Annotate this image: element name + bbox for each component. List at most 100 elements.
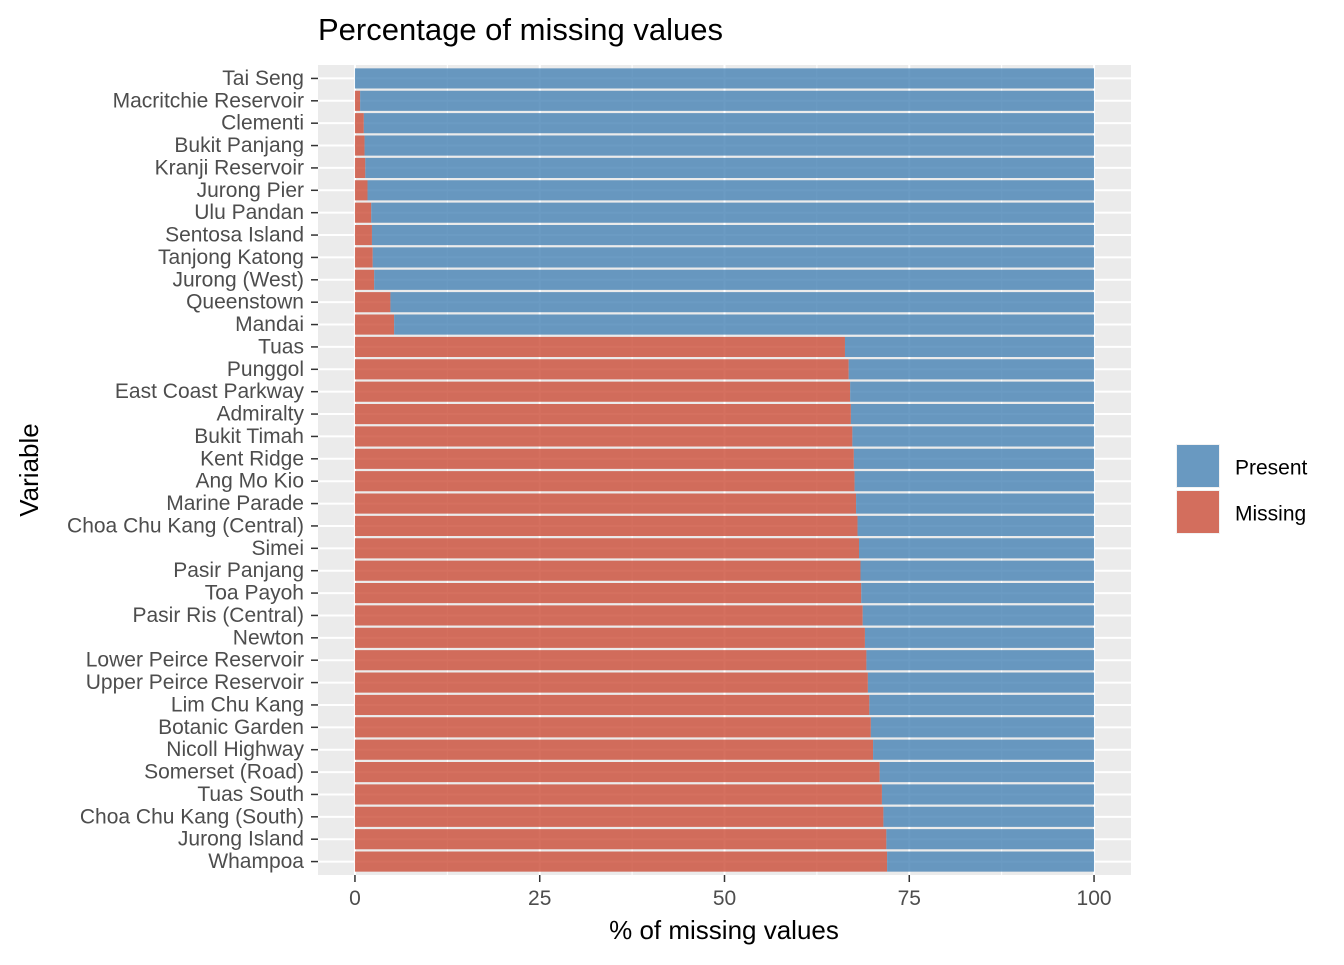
bar-present (854, 471, 1095, 492)
bar-missing (354, 180, 368, 201)
bar-present (887, 851, 1095, 872)
bar-missing (354, 403, 851, 425)
bar-missing (354, 202, 372, 223)
y-tick-label: Choa Chu Kang (South) (80, 805, 304, 828)
bar-missing (354, 493, 857, 514)
y-tick-label: Newton (233, 626, 304, 649)
bar-present (886, 829, 1095, 850)
bar-missing (354, 762, 880, 783)
bar-missing (354, 784, 882, 805)
bar-present (850, 403, 1095, 425)
y-tick-label: Tanjong Katong (158, 246, 304, 269)
bar-missing (354, 90, 361, 111)
bar-present (859, 538, 1095, 559)
bar-present (372, 247, 1095, 268)
bar-present (364, 135, 1095, 156)
bar-missing (354, 426, 853, 447)
y-tick-label: Ulu Pandan (194, 201, 304, 224)
bar-present (390, 292, 1095, 313)
bar-missing (354, 224, 372, 246)
bar-present (867, 672, 1095, 693)
bar-missing (354, 359, 849, 380)
y-tick-label: Pasir Panjang (173, 559, 304, 582)
bar-present (371, 202, 1095, 223)
x-tick-label: 75 (898, 887, 921, 910)
bar-missing (354, 292, 391, 313)
bar-present (856, 493, 1095, 514)
y-tick-label: Ang Mo Kio (195, 470, 304, 493)
bar-present (850, 381, 1095, 402)
legend-label: Present (1235, 457, 1308, 480)
bar-missing (354, 560, 861, 581)
y-tick-label: Clementi (221, 112, 304, 135)
bars (354, 68, 1095, 872)
bar-present (870, 717, 1095, 738)
bar-missing (354, 314, 395, 335)
bar-missing (354, 806, 884, 827)
bar-present (852, 426, 1095, 447)
bar-present (360, 90, 1095, 111)
legend-key-present (1177, 445, 1219, 487)
y-axis-title: Variable (14, 423, 44, 516)
bar-present (365, 157, 1095, 178)
y-tick-label: Sentosa Island (165, 224, 304, 247)
bar-present (866, 650, 1095, 671)
bar-missing (354, 650, 867, 671)
bar-present (864, 627, 1095, 648)
y-tick-label: Jurong (West) (173, 268, 305, 291)
x-tick-label: 100 (1077, 887, 1112, 910)
y-tick-label: Macritchie Reservoir (113, 89, 304, 112)
y-tick-label: Tuas South (197, 783, 304, 806)
x-axis-tick-labels: 0 25 50 75 100 (349, 875, 1112, 910)
y-tick-label: Whampoa (208, 850, 304, 873)
y-tick-label: Upper Peirce Reservoir (86, 671, 304, 694)
bar-missing (354, 582, 862, 604)
bar-missing (354, 113, 364, 134)
bar-present (879, 762, 1095, 783)
y-tick-label: Somerset (Road) (144, 761, 304, 784)
y-tick-label: Kent Ridge (200, 447, 304, 470)
bar-present (354, 68, 1095, 89)
bar-present (861, 582, 1095, 604)
y-tick-label: Choa Chu Kang (Central) (67, 514, 304, 537)
legend: Present Missing (1176, 444, 1308, 534)
y-tick-label: Kranji Reservoir (155, 156, 304, 179)
y-tick-label: Lower Peirce Reservoir (86, 649, 304, 672)
y-tick-label: Jurong Pier (197, 179, 304, 202)
y-tick-label: Botanic Garden (158, 716, 304, 739)
bar-missing (354, 739, 874, 760)
y-tick-label: Simei (251, 537, 304, 560)
bar-missing (354, 471, 855, 492)
bar-present (394, 314, 1095, 335)
x-axis-title: % of missing values (609, 915, 839, 945)
bar-present (844, 336, 1095, 358)
bar-missing (354, 515, 858, 537)
chart-title: Percentage of missing values (318, 12, 723, 47)
bar-present (881, 784, 1095, 805)
y-tick-label: Lim Chu Kang (171, 693, 304, 716)
y-tick-label: Bukit Panjang (174, 134, 304, 157)
bar-missing (354, 605, 863, 626)
bar-present (367, 180, 1095, 201)
bar-present (869, 694, 1095, 716)
y-tick-label: Bukit Timah (194, 425, 304, 448)
bar-missing (354, 538, 860, 559)
bar-missing (354, 627, 865, 648)
bar-missing (354, 672, 868, 693)
bar-missing (354, 269, 375, 290)
y-tick-label: East Coast Parkway (115, 380, 305, 403)
legend-key-missing (1177, 491, 1219, 533)
y-tick-label: Toa Payoh (205, 582, 304, 605)
x-tick-label: 25 (528, 887, 551, 910)
y-tick-label: Admiralty (216, 403, 304, 426)
bar-missing (354, 448, 854, 469)
y-tick-label: Queenstown (186, 291, 304, 314)
y-tick-label: Tai Seng (222, 67, 304, 90)
bar-present (371, 224, 1095, 246)
bar-present (873, 739, 1095, 760)
bar-missing (354, 381, 851, 402)
y-tick-label: Tuas (258, 335, 304, 358)
